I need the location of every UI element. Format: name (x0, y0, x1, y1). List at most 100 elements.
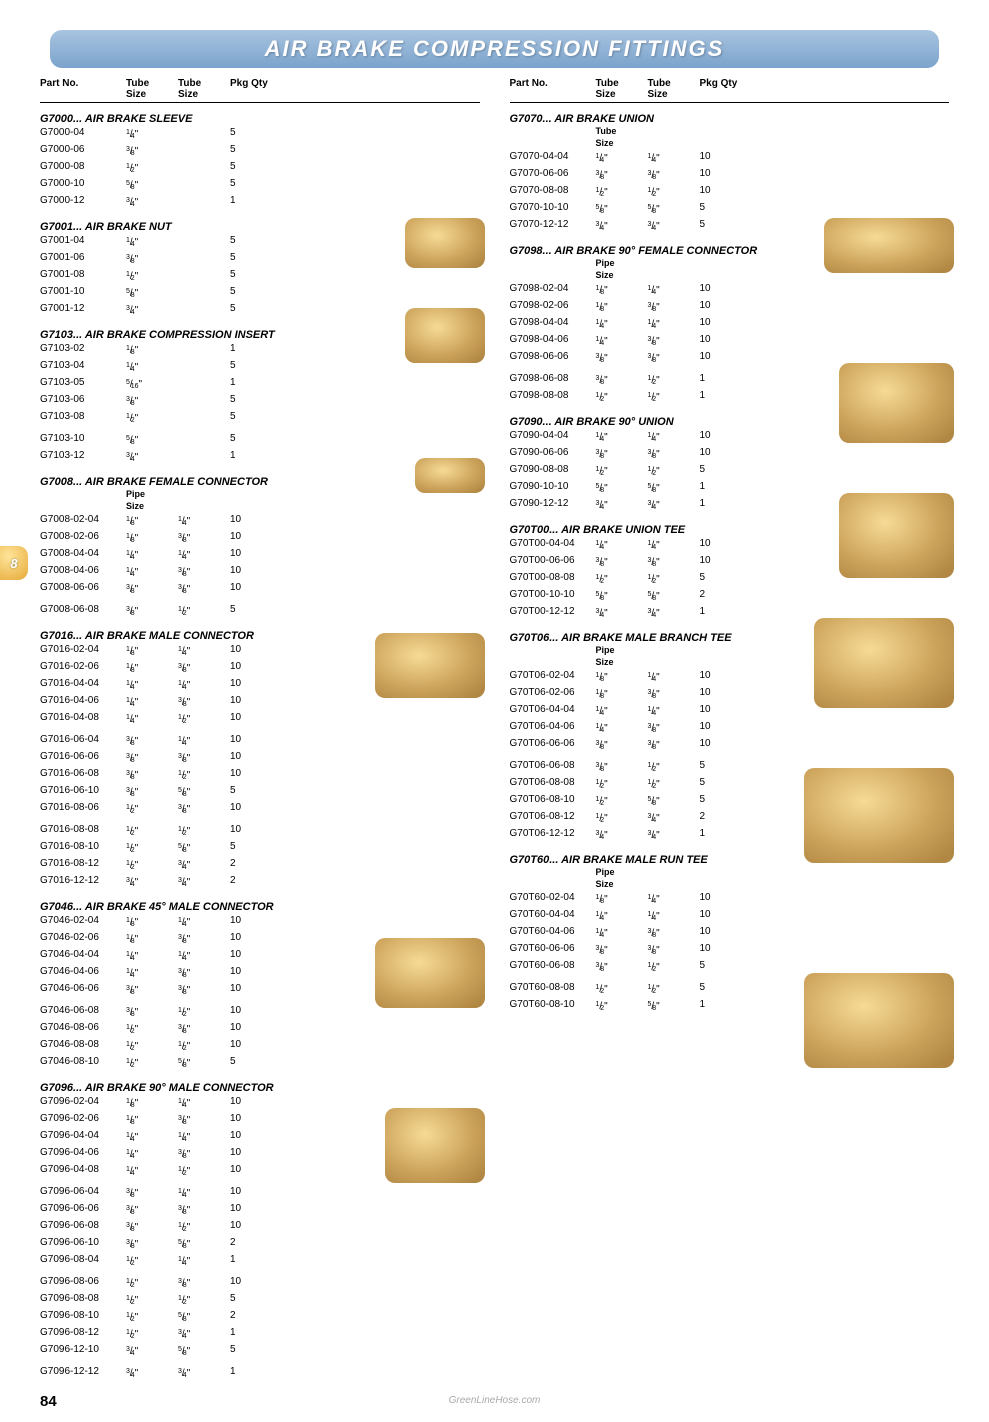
cell-size1: 5/16" (126, 376, 178, 393)
table-row: G7098-02-06 1/8" 3/8" 10 (510, 299, 950, 316)
table-row: G7001-10 5/8" 5 (40, 285, 480, 302)
table-row: G7016-06-10 3/8" 5/8" 5 (40, 784, 480, 801)
cell-partno: G7046-04-06 (40, 965, 126, 982)
cell-size2: 1/4" (648, 891, 700, 908)
table-row: G7008-06-06 3/8" 3/8" 10 (40, 581, 480, 598)
cell-qty: 1 (230, 1253, 280, 1270)
cell-partno: G70T06-04-06 (510, 720, 596, 737)
cell-partno: G7096-04-04 (40, 1129, 126, 1146)
cell-size2: 1/4" (178, 1095, 230, 1112)
cell-size1: 3/4" (126, 449, 178, 466)
cell-size2: 1/4" (178, 547, 230, 564)
cell-size1: 1/4" (596, 908, 648, 925)
cell-size2: 5/8" (178, 840, 230, 857)
cell-qty: 10 (230, 660, 280, 677)
cell-partno: G7046-06-06 (40, 982, 126, 999)
cell-size1: 5/8" (126, 432, 178, 449)
cell-size1: 1/4" (126, 965, 178, 982)
cell-size2: 3/8" (648, 720, 700, 737)
cell-size2: 3/8" (648, 554, 700, 571)
header-partno: Part No. (510, 78, 596, 100)
cell-qty: 5 (230, 1055, 280, 1072)
cell-partno: G7016-04-06 (40, 694, 126, 711)
cell-qty: 1 (700, 605, 750, 622)
cell-size2: 3/8" (178, 965, 230, 982)
cell-size1: 3/8" (126, 1185, 178, 1202)
cell-size2: 1/2" (648, 759, 700, 776)
cell-partno: G70T00-10-10 (510, 588, 596, 605)
cell-size1: 1/4" (126, 547, 178, 564)
cell-size2: 3/8" (178, 1021, 230, 1038)
cell-size2: 3/4" (178, 857, 230, 874)
table-header: Part No. TubeSize TubeSize Pkg Qty (510, 78, 950, 103)
cell-size2: 1/4" (178, 1185, 230, 1202)
table-row: G7016-08-10 1/2" 5/8" 5 (40, 840, 480, 857)
cell-size1: 3/4" (126, 874, 178, 891)
cell-size2: 3/4" (178, 1326, 230, 1343)
table-row: G7070-06-06 3/8" 3/8" 10 (510, 167, 950, 184)
cell-size2: 3/8" (178, 1146, 230, 1163)
cell-size1: 1/4" (126, 711, 178, 728)
cell-size2: 3/4" (648, 497, 700, 514)
cell-size1: 1/4" (126, 677, 178, 694)
cell-size2: 5/8" (648, 201, 700, 218)
cell-partno: G70T60-06-06 (510, 942, 596, 959)
cell-qty: 10 (230, 1146, 280, 1163)
cell-size1: 1/2" (596, 776, 648, 793)
cell-partno: G7098-06-08 (510, 372, 596, 389)
cell-size1: 3/8" (596, 737, 648, 754)
cell-size2: 1/2" (648, 184, 700, 201)
table-row: G7103-06 3/8" 5 (40, 393, 480, 410)
cell-qty: 5 (230, 784, 280, 801)
cell-partno: G7016-08-12 (40, 857, 126, 874)
cell-size2: 1/4" (648, 669, 700, 686)
columns: Part No. TubeSize TubeSize Pkg Qty G7000… (40, 78, 949, 1382)
header-tubesize1: TubeSize (126, 78, 178, 100)
cell-size1: 1/2" (126, 801, 178, 818)
cell-size2: 5/8" (178, 1309, 230, 1326)
table-row: G7016-08-06 1/2" 3/8" 10 (40, 801, 480, 818)
table-row: G7103-08 1/2" 5 (40, 410, 480, 427)
cell-size2 (178, 194, 230, 211)
cell-qty: 1 (230, 342, 280, 359)
cell-size1: 3/8" (126, 982, 178, 999)
cell-qty: 10 (700, 184, 750, 201)
cell-size2: 1/2" (648, 372, 700, 389)
cell-qty: 5 (230, 359, 280, 376)
cell-partno: G70T60-04-06 (510, 925, 596, 942)
cell-qty: 1 (700, 389, 750, 406)
cell-partno: G7096-04-06 (40, 1146, 126, 1163)
cell-qty: 10 (700, 669, 750, 686)
cell-size2: 3/8" (178, 581, 230, 598)
cell-size1: 1/8" (126, 643, 178, 660)
table-row: G7000-12 3/4" 1 (40, 194, 480, 211)
cell-partno: G7098-02-06 (510, 299, 596, 316)
cell-qty: 10 (230, 1095, 280, 1112)
cell-size1: 1/2" (596, 389, 648, 406)
table-row: G7008-04-04 1/4" 1/4" 10 (40, 547, 480, 564)
cell-qty: 5 (230, 160, 280, 177)
cell-size2 (178, 393, 230, 410)
table-row: G70T60-06-06 3/8" 3/8" 10 (510, 942, 950, 959)
cell-qty: 5 (230, 302, 280, 319)
table-row: G7103-10 5/8" 5 (40, 432, 480, 449)
table-row: G7103-12 3/4" 1 (40, 449, 480, 466)
cell-size1: 1/2" (596, 998, 648, 1015)
product-image (375, 633, 485, 698)
cell-size2: 5/8" (648, 480, 700, 497)
table-row: G7096-06-10 3/8" 5/8" 2 (40, 1236, 480, 1253)
table-row: G7008-02-04 1/8" 1/4" 10 (40, 513, 480, 530)
table-row: G70T06-06-06 3/8" 3/8" 10 (510, 737, 950, 754)
cell-size2 (178, 285, 230, 302)
cell-qty: 5 (700, 571, 750, 588)
cell-qty: 1 (700, 497, 750, 514)
cell-partno: G7096-08-12 (40, 1326, 126, 1343)
cell-partno: G7096-08-08 (40, 1292, 126, 1309)
table-row: G7096-08-12 1/2" 3/4" 1 (40, 1326, 480, 1343)
cell-size1: 1/8" (596, 686, 648, 703)
cell-size1: 3/8" (596, 959, 648, 976)
cell-partno: G7103-10 (40, 432, 126, 449)
product-image (415, 458, 485, 493)
cell-size1: 1/8" (596, 891, 648, 908)
product-image (804, 973, 954, 1068)
